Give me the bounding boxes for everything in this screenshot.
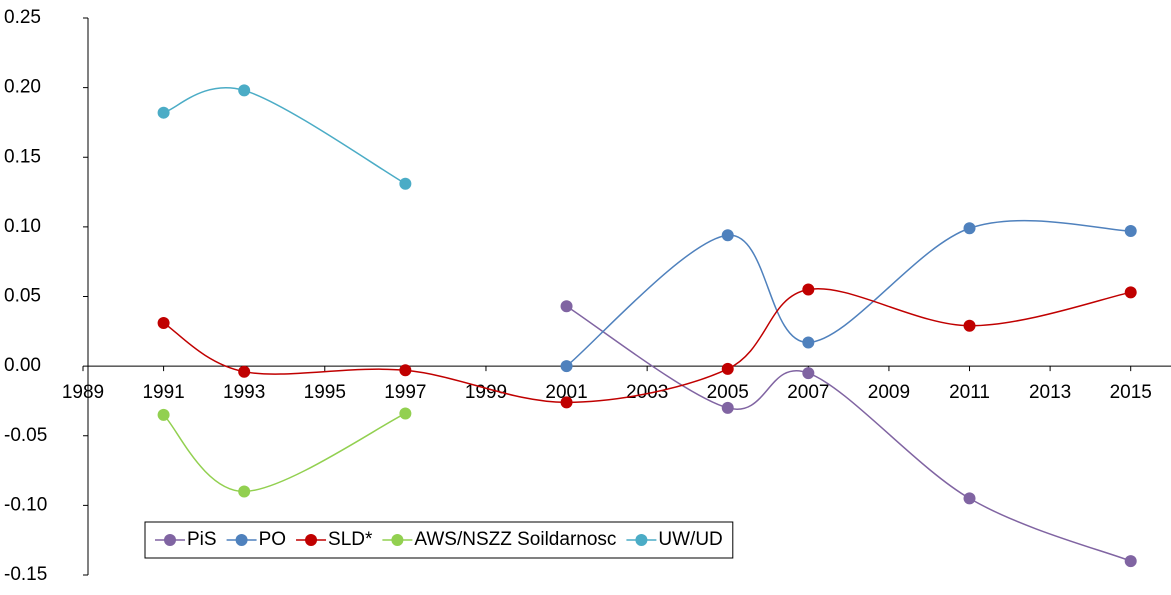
legend-label: SLD* <box>328 529 373 550</box>
data-point <box>721 362 734 375</box>
legend-label: PO <box>259 529 286 550</box>
data-point <box>802 336 815 349</box>
y-tick-label: -0.05 <box>4 425 47 446</box>
series-line <box>163 287 1131 404</box>
x-tick-label: 1995 <box>304 382 346 403</box>
data-point <box>238 365 251 378</box>
y-tick-label: -0.10 <box>4 494 47 515</box>
x-tick-label: 2013 <box>1029 382 1071 403</box>
data-point <box>399 407 412 420</box>
x-tick-label: 1997 <box>384 382 426 403</box>
series-line <box>163 87 406 185</box>
data-point <box>963 492 976 505</box>
legend-marker <box>635 534 648 546</box>
x-tick-label: 1999 <box>465 382 507 403</box>
data-point <box>560 360 573 373</box>
data-point <box>238 84 251 97</box>
series-line <box>163 412 406 493</box>
legend-marker <box>235 534 248 546</box>
x-tick-label: 1989 <box>62 382 104 403</box>
data-point <box>560 396 573 409</box>
data-point <box>1124 555 1137 568</box>
legend: PiS PO SLD* AWS/NSZZ Soildarnosc UW/UD <box>144 521 734 559</box>
data-point <box>1124 225 1137 238</box>
data-point <box>802 283 815 296</box>
data-point <box>399 177 412 190</box>
y-tick-label: 0.10 <box>4 216 41 237</box>
legend-label: UW/UD <box>658 529 722 550</box>
data-point <box>802 367 815 380</box>
data-point <box>157 316 170 329</box>
x-tick-label: 2001 <box>545 382 587 403</box>
y-tick-label: 0.05 <box>4 286 41 307</box>
x-tick-label: 2007 <box>787 382 829 403</box>
x-tick-label: 1993 <box>223 382 265 403</box>
legend-marker <box>391 534 404 546</box>
x-tick-label: 1991 <box>142 382 184 403</box>
legend-marker <box>164 534 176 546</box>
data-point <box>560 300 573 313</box>
y-tick-label: 0.25 <box>4 7 41 28</box>
legend-marker <box>305 534 318 546</box>
x-tick-label: 2015 <box>1110 382 1152 403</box>
x-tick-label: 2009 <box>868 382 910 403</box>
y-tick-label: 0.00 <box>4 355 41 376</box>
data-point <box>721 401 734 414</box>
y-tick-label: 0.15 <box>4 146 41 167</box>
y-tick-label: -0.15 <box>4 564 47 585</box>
data-point <box>1124 286 1137 299</box>
data-point <box>721 229 734 242</box>
x-tick-label: 2003 <box>626 382 668 403</box>
x-tick-label: 2011 <box>949 382 990 403</box>
y-tick-label: 0.20 <box>4 77 41 98</box>
data-point <box>157 106 170 119</box>
data-point <box>963 222 976 235</box>
data-point <box>399 364 412 377</box>
legend-label: PiS <box>187 529 217 550</box>
data-point <box>963 319 976 332</box>
x-tick-label: 2005 <box>707 382 749 403</box>
data-point <box>157 408 170 421</box>
data-point <box>238 485 251 498</box>
legend-label: AWS/NSZZ Soildarnosc <box>414 529 616 550</box>
